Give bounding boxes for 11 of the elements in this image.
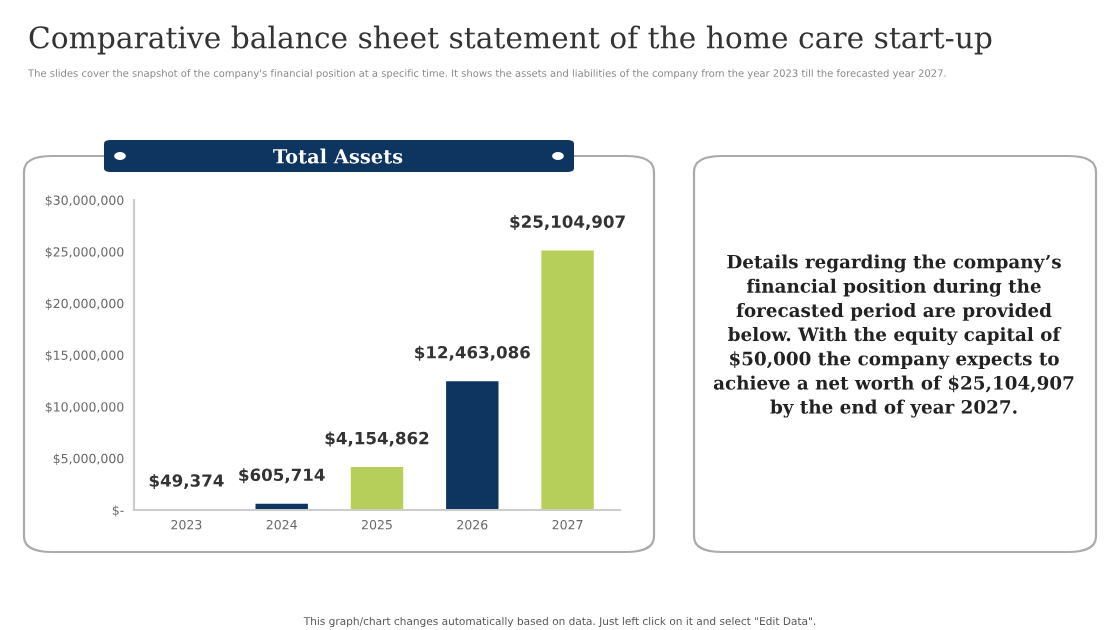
bar [541,250,594,510]
data-label: $605,714 [239,468,325,484]
x-axis-title: Total Assets [273,148,403,164]
data-label: $49,374 [149,473,224,490]
bar [446,381,499,510]
chart-title: Comparative balance sheet statement of the home care start-up [29,25,992,55]
data-label: $4,154,862 [325,431,429,447]
bar [350,467,404,510]
data-label: $12,463,086 [415,345,530,361]
text: Details regarding the company’s financial position during the forecasted period are provided below. With the equity capital of $50,000 the company expects to achieve a net worth of $25,104,907 by the end of year 2027. [713,254,1074,418]
data-label: $25,104,907 [510,215,625,231]
